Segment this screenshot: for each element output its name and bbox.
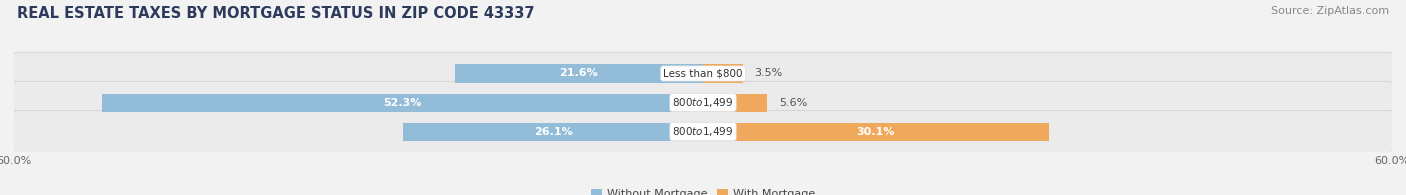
FancyBboxPatch shape [13,110,1393,153]
Legend: Without Mortgage, With Mortgage: Without Mortgage, With Mortgage [586,184,820,195]
FancyBboxPatch shape [13,52,1393,95]
Text: 26.1%: 26.1% [534,127,572,137]
Bar [703,65,744,82]
Bar [103,94,703,112]
Text: Source: ZipAtlas.com: Source: ZipAtlas.com [1271,6,1389,16]
FancyBboxPatch shape [13,81,1393,124]
Bar [703,94,768,112]
Text: 3.5%: 3.5% [755,68,783,78]
Text: 5.6%: 5.6% [779,98,807,108]
Text: Less than $800: Less than $800 [664,68,742,78]
Text: 30.1%: 30.1% [856,127,896,137]
Text: REAL ESTATE TAXES BY MORTGAGE STATUS IN ZIP CODE 43337: REAL ESTATE TAXES BY MORTGAGE STATUS IN … [17,6,534,21]
Text: $800 to $1,499: $800 to $1,499 [672,125,734,138]
Bar [456,65,703,82]
Text: 52.3%: 52.3% [384,98,422,108]
Text: 21.6%: 21.6% [560,68,599,78]
Text: $800 to $1,499: $800 to $1,499 [672,96,734,109]
Bar [404,123,703,141]
Bar [703,123,1049,141]
